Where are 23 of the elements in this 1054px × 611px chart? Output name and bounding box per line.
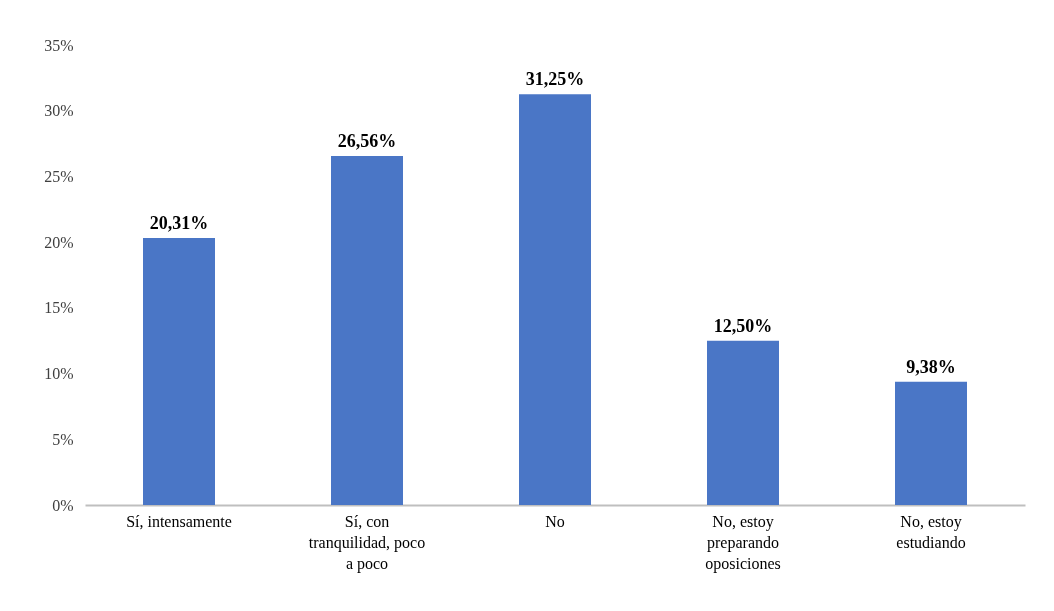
y-tick-label: 20% [44, 233, 74, 251]
x-tick-label: Sí, intensamente [126, 512, 232, 530]
y-tick-label: 15% [44, 299, 74, 317]
data-label: 26,56% [337, 130, 397, 151]
y-tick-label: 35% [44, 36, 74, 54]
y-tick-label: 0% [52, 496, 74, 514]
bar [331, 155, 403, 505]
y-tick-label: 25% [44, 167, 74, 185]
bar [895, 381, 967, 505]
data-label: 9,38% [906, 356, 956, 377]
data-label: 12,50% [713, 315, 773, 336]
bar [143, 238, 215, 505]
bar [707, 340, 779, 505]
data-label: 20,31% [149, 213, 209, 234]
x-tick-label: No, estoy estudiando [896, 512, 966, 551]
y-tick-label: 5% [52, 430, 74, 448]
y-tick-label: 10% [44, 365, 74, 383]
y-tick-label: 30% [44, 102, 74, 120]
data-label: 31,25% [525, 69, 585, 90]
bar [519, 94, 591, 505]
x-tick-label: Sí, con tranquilidad, poco a poco [308, 512, 426, 573]
x-tick-label: No [545, 512, 565, 530]
x-tick-label: No, estoy preparando oposiciones [705, 512, 781, 573]
